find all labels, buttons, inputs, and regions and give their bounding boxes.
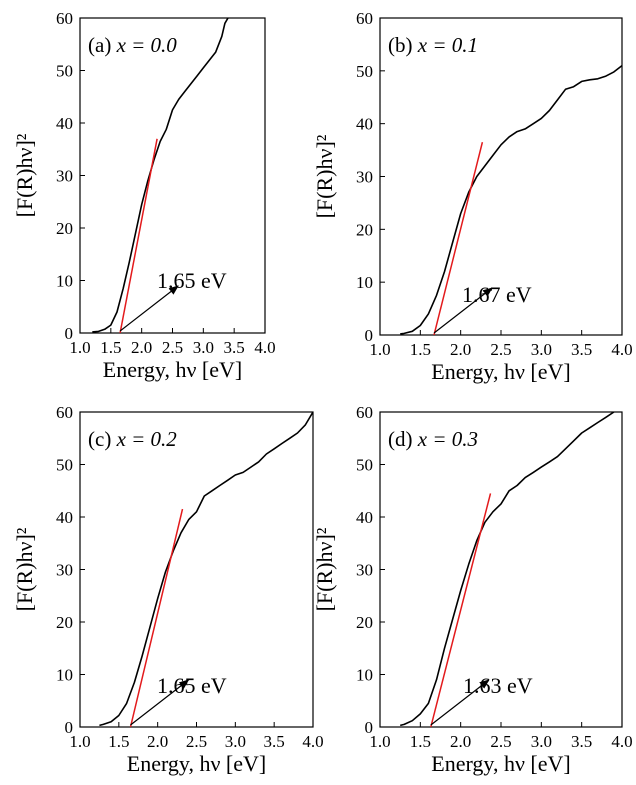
x-tick-label: 3.5 bbox=[571, 732, 592, 751]
x-tick-label: 2.0 bbox=[131, 338, 152, 357]
bandgap-annotation: 1.67 eV bbox=[462, 282, 532, 307]
y-tick-label: 0 bbox=[365, 326, 374, 345]
y-tick-label: 20 bbox=[356, 220, 373, 239]
x-axis-label: Energy, hν [eV] bbox=[431, 359, 570, 384]
y-tick-label: 50 bbox=[356, 62, 373, 81]
x-tick-label: 1.0 bbox=[69, 732, 90, 751]
y-tick-label: 40 bbox=[356, 508, 373, 527]
chart-panel: 1.0 1.5 2.0 2.5 3.0 3.5 4.0 0 10 20 30 40 50 60 Energy… bbox=[12, 9, 276, 382]
x-tick-label: 3.0 bbox=[531, 340, 552, 359]
panel-label: (d) x = 0.3 bbox=[388, 427, 478, 451]
x-tick-label: 2.0 bbox=[450, 340, 471, 359]
bandgap-annotation: 1.65 eV bbox=[157, 268, 227, 293]
annotation-arrow bbox=[430, 679, 490, 726]
y-tick-label: 10 bbox=[356, 273, 373, 292]
y-tick-label: 20 bbox=[356, 613, 373, 632]
x-tick-label: 1.5 bbox=[108, 732, 129, 751]
data-curve bbox=[400, 412, 615, 727]
data-curve bbox=[92, 18, 229, 333]
y-tick-label: 20 bbox=[56, 613, 73, 632]
tangent-line bbox=[129, 508, 184, 727]
chart-panel: 1.0 1.5 2.0 2.5 3.0 3.5 4.0 0 10 20 30 40 50 60 Energy… bbox=[12, 403, 324, 776]
y-tick-label: 40 bbox=[356, 115, 373, 134]
x-tick-label: 1.5 bbox=[410, 732, 431, 751]
x-tick-label: 3.0 bbox=[193, 338, 214, 357]
bandgap-annotation: 1.65 eV bbox=[157, 673, 227, 698]
x-tick-label: 1.5 bbox=[410, 340, 431, 359]
tangent-line bbox=[430, 493, 492, 727]
x-tick-label: 2.5 bbox=[186, 732, 207, 751]
x-tick-label: 1.0 bbox=[369, 340, 390, 359]
panel-composition: x = 0.2 bbox=[116, 427, 178, 451]
x-tick-label: 1.5 bbox=[100, 338, 121, 357]
y-tick-label: 60 bbox=[356, 9, 373, 28]
y-axis-label: [F(R)hν]² bbox=[12, 133, 37, 217]
x-axis-label: Energy, hν [eV] bbox=[103, 357, 242, 382]
annotation-arrow bbox=[433, 287, 493, 334]
y-tick-label: 0 bbox=[65, 324, 74, 343]
y-tick-label: 60 bbox=[56, 403, 73, 422]
y-tick-label: 40 bbox=[56, 508, 73, 527]
y-axis-label: [F(R)hν]² bbox=[312, 527, 337, 611]
x-tick-label: 1.0 bbox=[369, 732, 390, 751]
panel-letter: (b) bbox=[388, 33, 418, 57]
x-tick-label: 2.0 bbox=[450, 732, 471, 751]
y-tick-label: 10 bbox=[56, 666, 73, 685]
panel-composition: x = 0.0 bbox=[116, 33, 178, 57]
y-tick-label: 50 bbox=[56, 456, 73, 475]
x-tick-label: 3.0 bbox=[225, 732, 246, 751]
panel-letter: (a) bbox=[88, 33, 117, 57]
y-tick-label: 30 bbox=[356, 168, 373, 187]
x-tick-label: 3.0 bbox=[531, 732, 552, 751]
panel-label: (c) x = 0.2 bbox=[88, 427, 177, 451]
x-tick-label: 1.0 bbox=[69, 338, 90, 357]
chart-panel: 1.0 1.5 2.0 2.5 3.0 3.5 4.0 0 10 20 30 40 50 60 Energy… bbox=[312, 9, 633, 384]
x-tick-label: 4.0 bbox=[254, 338, 275, 357]
y-tick-label: 60 bbox=[56, 9, 73, 28]
panel-label: (b) x = 0.1 bbox=[388, 33, 478, 57]
panel-composition: x = 0.3 bbox=[417, 427, 478, 451]
panel-letter: (d) bbox=[388, 427, 418, 451]
tangent-line bbox=[119, 138, 158, 333]
x-axis-label: Energy, hν [eV] bbox=[127, 751, 266, 776]
x-tick-label: 3.5 bbox=[224, 338, 245, 357]
x-tick-label: 2.0 bbox=[147, 732, 168, 751]
x-tick-label: 3.5 bbox=[571, 340, 592, 359]
y-tick-label: 30 bbox=[356, 561, 373, 580]
tangent-line bbox=[433, 142, 484, 335]
x-tick-label: 2.5 bbox=[490, 732, 511, 751]
chart-panel: 1.0 1.5 2.0 2.5 3.0 3.5 4.0 0 10 20 30 40 50 60 Energy… bbox=[312, 403, 633, 776]
y-axis-label: [F(R)hν]² bbox=[312, 134, 337, 218]
bandgap-annotation: 1.63 eV bbox=[463, 673, 533, 698]
x-tick-label: 2.5 bbox=[162, 338, 183, 357]
x-tick-label: 3.5 bbox=[264, 732, 285, 751]
y-tick-label: 10 bbox=[56, 272, 73, 291]
y-tick-label: 10 bbox=[356, 666, 373, 685]
y-tick-label: 60 bbox=[356, 403, 373, 422]
x-tick-label: 4.0 bbox=[611, 340, 632, 359]
y-tick-label: 30 bbox=[56, 561, 73, 580]
data-curve bbox=[99, 412, 313, 727]
data-curve bbox=[400, 64, 622, 335]
y-tick-label: 0 bbox=[65, 718, 74, 737]
y-tick-label: 50 bbox=[356, 456, 373, 475]
annotation-arrow bbox=[130, 679, 190, 726]
x-axis-label: Energy, hν [eV] bbox=[431, 751, 570, 776]
y-tick-label: 40 bbox=[56, 114, 73, 133]
x-tick-label: 4.0 bbox=[302, 732, 323, 751]
y-tick-label: 20 bbox=[56, 219, 73, 238]
y-axis-label: [F(R)hν]² bbox=[12, 527, 37, 611]
y-tick-label: 0 bbox=[365, 718, 374, 737]
y-tick-label: 30 bbox=[56, 167, 73, 186]
panel-composition: x = 0.1 bbox=[417, 33, 478, 57]
y-tick-label: 50 bbox=[56, 62, 73, 81]
x-tick-label: 2.5 bbox=[490, 340, 511, 359]
annotation-arrow bbox=[119, 285, 179, 332]
x-tick-label: 4.0 bbox=[611, 732, 632, 751]
panel-label: (a) x = 0.0 bbox=[88, 33, 177, 57]
panel-letter: (c) bbox=[88, 427, 117, 451]
